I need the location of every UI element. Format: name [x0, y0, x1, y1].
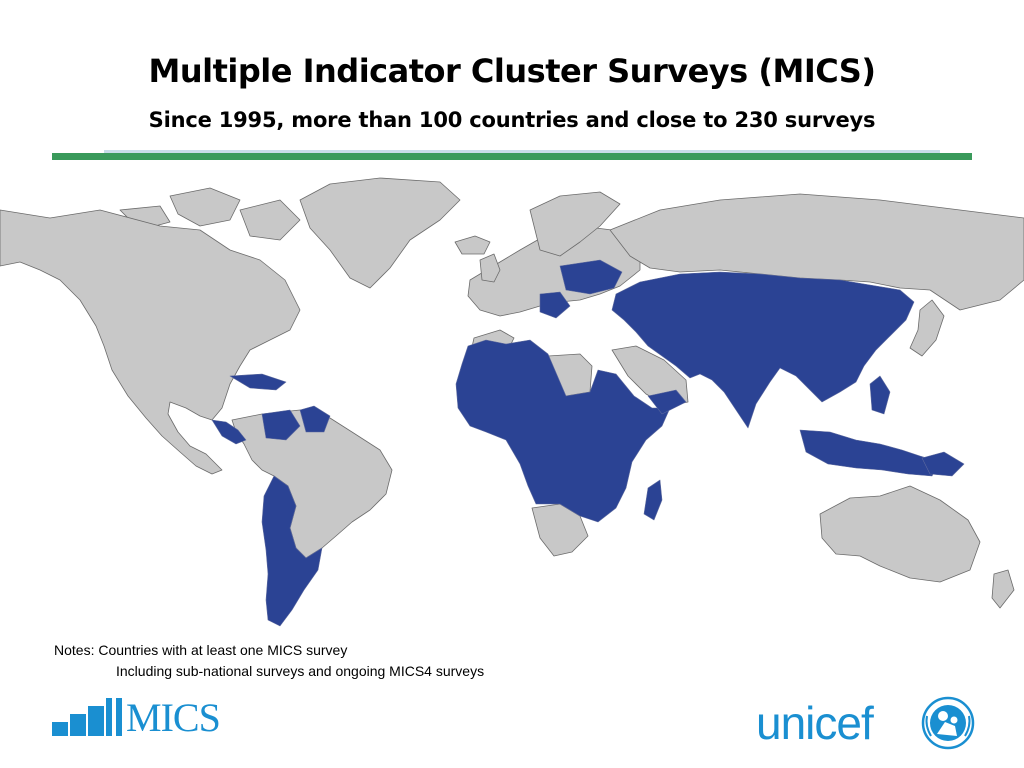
- unicef-emblem-icon: [921, 696, 975, 750]
- africa-surveyed: [455, 339, 671, 523]
- balkans: [539, 291, 571, 319]
- north-america: [0, 209, 301, 475]
- indonesia: [799, 429, 941, 477]
- new-zealand: [991, 569, 1015, 609]
- page-subtitle: Since 1995, more than 100 countries and …: [148, 108, 876, 132]
- divider-green: [52, 153, 972, 160]
- yemen: [647, 389, 687, 415]
- iceland: [454, 235, 491, 255]
- scandinavia: [529, 191, 621, 257]
- page-title: Multiple Indicator Cluster Surveys (MICS…: [148, 52, 876, 90]
- greenland: [299, 177, 461, 289]
- asia-surveyed: [611, 271, 915, 429]
- mics-bars-icon: [52, 698, 122, 736]
- arabian-peninsula: [611, 345, 689, 407]
- central-america: [211, 419, 247, 445]
- notes-line1: Notes: Countries with at least one MICS …: [54, 642, 348, 658]
- madagascar: [643, 479, 663, 521]
- notes-line2: Including sub-national surveys and ongoi…: [116, 663, 485, 679]
- caribbean: [229, 373, 287, 391]
- eastern-europe: [559, 259, 623, 295]
- divider-blue: [104, 150, 940, 154]
- south-america-surveyed: [261, 475, 323, 627]
- russia: [609, 193, 1024, 311]
- world-map: [0, 177, 1024, 627]
- guianas: [299, 405, 331, 433]
- papua: [921, 451, 965, 477]
- australia: [819, 485, 981, 583]
- japan: [909, 299, 945, 357]
- uk: [479, 253, 501, 283]
- notes: Notes: Countries with at least one MICS …: [54, 640, 484, 682]
- mics-logo-text: MICS: [126, 695, 221, 740]
- philippines: [869, 375, 891, 415]
- northern-south-america: [261, 409, 301, 441]
- unicef-logo-text: unicef: [756, 697, 874, 749]
